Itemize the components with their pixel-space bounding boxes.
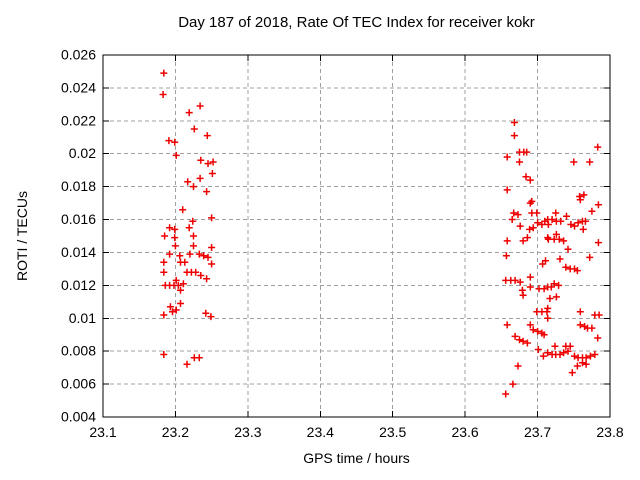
gridlines xyxy=(103,55,610,417)
x-axis-label: GPS time / hours xyxy=(303,450,410,466)
y-tick-label: 0.02 xyxy=(69,145,96,161)
axis-ticks xyxy=(102,54,611,418)
y-tick-label: 0.01 xyxy=(69,310,96,326)
x-tick-label: 23.4 xyxy=(307,424,334,440)
y-tick-label: 0.004 xyxy=(61,409,96,425)
y-tick-label: 0.008 xyxy=(61,343,96,359)
y-tick-label: 0.012 xyxy=(61,277,96,293)
chart-title: Day 187 of 2018, Rate Of TEC Index for r… xyxy=(178,14,535,31)
y-tick-label: 0.016 xyxy=(61,211,96,227)
x-tick-label: 23.8 xyxy=(596,424,623,440)
x-tick-label: 23.1 xyxy=(89,424,116,440)
data-points xyxy=(159,69,603,398)
plot-frame xyxy=(102,54,611,418)
x-tick-label: 23.3 xyxy=(234,424,261,440)
x-tick-label: 23.5 xyxy=(379,424,406,440)
y-tick-label: 0.024 xyxy=(61,79,96,95)
y-tick-label: 0.022 xyxy=(61,112,96,128)
y-tick-label: 0.014 xyxy=(61,244,96,260)
y-tick-label: 0.026 xyxy=(61,47,96,63)
y-tick-label: 0.018 xyxy=(61,178,96,194)
x-tick-label: 23.2 xyxy=(162,424,189,440)
y-tick-label: 0.006 xyxy=(61,376,96,392)
x-tick-label: 23.6 xyxy=(451,424,478,440)
x-tick-labels: 23.1 23.2 23.3 23.4 23.5 23.6 23.7 23.8 xyxy=(89,424,623,440)
y-tick-labels: 0.004 0.006 0.008 0.01 0.012 0.014 0.016 0.018 0… xyxy=(61,47,96,425)
x-tick-label: 23.7 xyxy=(524,424,551,440)
